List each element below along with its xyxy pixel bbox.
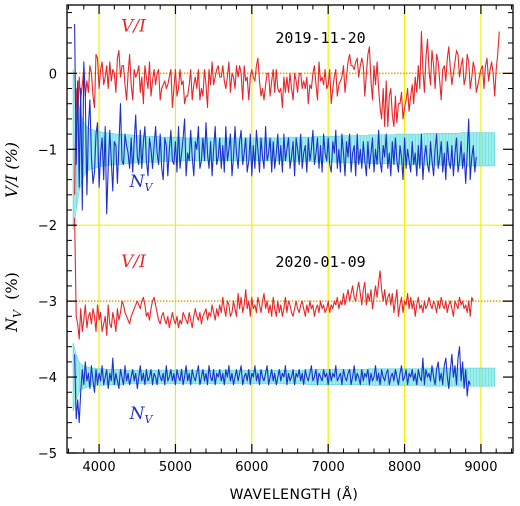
annotation-subscript: V bbox=[145, 181, 154, 194]
axis-ticks bbox=[67, 5, 513, 454]
x-tick-label: 7000 bbox=[312, 460, 345, 475]
series-line-4 bbox=[74, 346, 471, 424]
annotation-subscript: V bbox=[145, 413, 154, 426]
y-axis-label-nv-symbol: N bbox=[2, 317, 21, 333]
plot-frame bbox=[66, 4, 514, 454]
y-tick-label: −2 bbox=[38, 219, 57, 234]
svg-text:NV(%): NV (%) bbox=[2, 272, 24, 333]
series-line-3 bbox=[74, 217, 474, 340]
annotation-2: 2019-11-20 bbox=[275, 29, 365, 47]
series-line-1 bbox=[74, 31, 500, 195]
annotation-1: V/I bbox=[121, 17, 146, 37]
x-tick-label: 6000 bbox=[235, 460, 268, 475]
data-series bbox=[74, 23, 500, 424]
tick-labels: 4000 5000 6000 7000 8000 9000 0 −1 −2 −3 −4 −5 bbox=[38, 67, 498, 475]
y-tick-label: −5 bbox=[38, 447, 57, 462]
annotations: V/I 2019-11-20 NV V/I 2020-01-09 NV bbox=[121, 17, 366, 426]
annotation-4: V/I bbox=[121, 252, 146, 272]
x-tick-label: 8000 bbox=[388, 460, 421, 475]
annotation-3: NV bbox=[129, 172, 154, 194]
y-axis-label-nv: NV (%) bbox=[2, 272, 24, 333]
annotation-6: NV bbox=[129, 404, 154, 426]
y-axis-label-nv-subscript: V bbox=[11, 309, 24, 318]
y-axis-label-nv-unit: (%) bbox=[2, 272, 21, 300]
annotation-5: 2020-01-09 bbox=[275, 253, 365, 271]
y-tick-label: −4 bbox=[38, 371, 57, 386]
x-tick-label: 5000 bbox=[159, 460, 192, 475]
y-tick-label: −3 bbox=[38, 295, 57, 310]
x-tick-label: 4000 bbox=[83, 460, 116, 475]
y-axis-label-vi-text: V/I (%) bbox=[2, 142, 21, 198]
y-axis-label-vi: V/I (%) bbox=[2, 142, 21, 198]
y-tick-label: 0 bbox=[49, 67, 57, 82]
series-line-2 bbox=[74, 23, 477, 215]
x-axis-label: WAVELENGTH (Å) bbox=[230, 486, 359, 503]
y-tick-label: −1 bbox=[38, 143, 57, 158]
x-tick-label: 9000 bbox=[464, 460, 497, 475]
